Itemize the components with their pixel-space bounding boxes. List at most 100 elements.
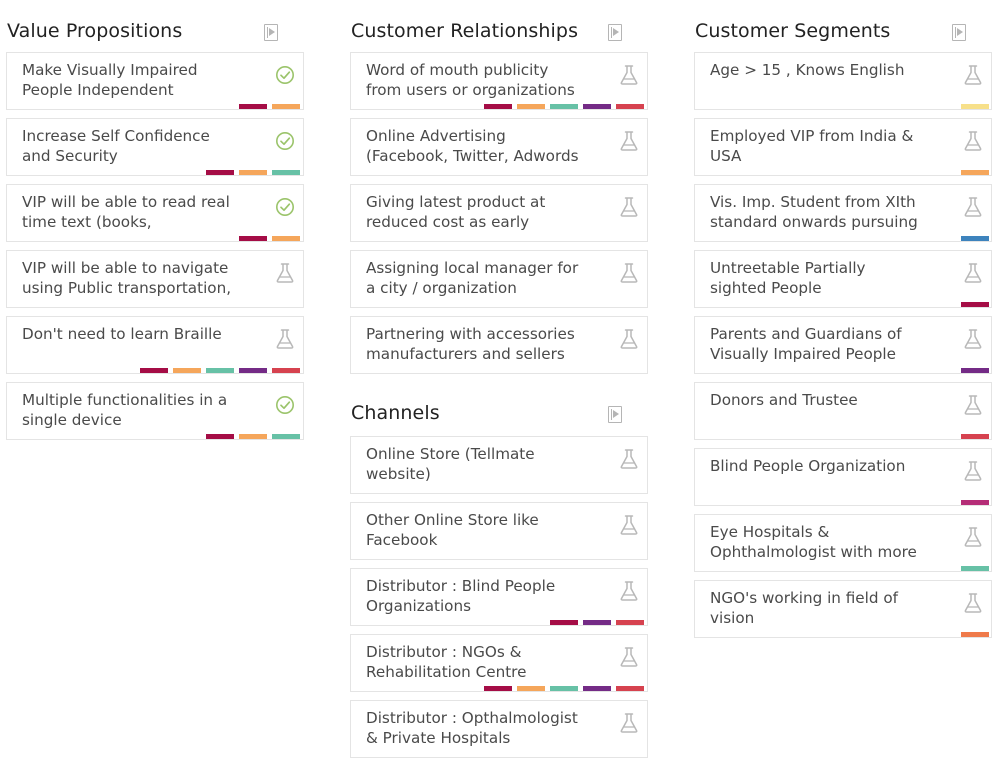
card[interactable]: VIP will be able to navigate using Publi… bbox=[6, 250, 304, 308]
flask-icon[interactable] bbox=[962, 195, 984, 219]
card-text: Online Advertising (Facebook, Twitter, A… bbox=[366, 127, 579, 164]
tag-crimson[interactable] bbox=[206, 434, 234, 439]
tag-purple[interactable] bbox=[961, 368, 989, 373]
video-file-icon[interactable] bbox=[608, 406, 622, 423]
tag-purple[interactable] bbox=[239, 368, 267, 373]
check-circle-icon[interactable] bbox=[274, 393, 296, 417]
card[interactable]: Age > 15 , Knows English bbox=[694, 52, 992, 110]
tag-crimson[interactable] bbox=[206, 170, 234, 175]
tag-orange[interactable] bbox=[517, 686, 545, 691]
card[interactable]: Parents and Guardians of Visually Impair… bbox=[694, 316, 992, 374]
tag-teal[interactable] bbox=[272, 434, 300, 439]
tag-orange[interactable] bbox=[173, 368, 201, 373]
tag-orange[interactable] bbox=[239, 170, 267, 175]
card[interactable]: Untreetable Partially sighted People bbox=[694, 250, 992, 308]
tag-orange[interactable] bbox=[517, 104, 545, 109]
card[interactable]: Employed VIP from India & USA bbox=[694, 118, 992, 176]
flask-icon[interactable] bbox=[618, 447, 640, 471]
tag-blue[interactable] bbox=[961, 236, 989, 241]
tag-yellow[interactable] bbox=[961, 104, 989, 109]
flask-icon[interactable] bbox=[618, 711, 640, 735]
tag-strip bbox=[961, 632, 989, 637]
tag-red[interactable] bbox=[272, 368, 300, 373]
flask-icon[interactable] bbox=[962, 525, 984, 549]
card[interactable]: Assigning local manager for a city / org… bbox=[350, 250, 648, 308]
tag-coral[interactable] bbox=[961, 632, 989, 637]
check-circle-icon[interactable] bbox=[274, 129, 296, 153]
tag-crimson[interactable] bbox=[550, 620, 578, 625]
flask-icon[interactable] bbox=[962, 261, 984, 285]
check-circle-icon[interactable] bbox=[274, 195, 296, 219]
card[interactable]: Giving latest product at reduced cost as… bbox=[350, 184, 648, 242]
tag-red[interactable] bbox=[616, 104, 644, 109]
card[interactable]: Blind People Organization bbox=[694, 448, 992, 506]
card-text: Employed VIP from India & USA bbox=[710, 127, 914, 164]
card[interactable]: Make Visually Impaired People Independen… bbox=[6, 52, 304, 110]
card[interactable]: Vis. Imp. Student from XIth standard onw… bbox=[694, 184, 992, 242]
tag-orange[interactable] bbox=[272, 236, 300, 241]
tag-teal[interactable] bbox=[206, 368, 234, 373]
flask-icon[interactable] bbox=[962, 327, 984, 351]
card[interactable]: Eye Hospitals & Ophthalmologist with mor… bbox=[694, 514, 992, 572]
flask-icon[interactable] bbox=[962, 393, 984, 417]
check-circle-icon[interactable] bbox=[274, 63, 296, 87]
tag-strip bbox=[961, 434, 989, 439]
tag-crimson[interactable] bbox=[140, 368, 168, 373]
card[interactable]: Distributor : Blind People Organizations bbox=[350, 568, 648, 626]
tag-orange[interactable] bbox=[239, 434, 267, 439]
tag-crimson[interactable] bbox=[239, 104, 267, 109]
card[interactable]: Distributor : Opthalmologist & Private H… bbox=[350, 700, 648, 758]
tag-teal[interactable] bbox=[550, 686, 578, 691]
card[interactable]: Other Online Store like Facebook bbox=[350, 502, 648, 560]
tag-crimson[interactable] bbox=[239, 236, 267, 241]
card[interactable]: Partnering with accessories manufacturer… bbox=[350, 316, 648, 374]
tag-crimson[interactable] bbox=[484, 104, 512, 109]
tag-orange[interactable] bbox=[272, 104, 300, 109]
card-text: Other Online Store like Facebook bbox=[366, 511, 539, 548]
tag-strip bbox=[140, 368, 300, 373]
flask-icon[interactable] bbox=[962, 63, 984, 87]
flask-icon[interactable] bbox=[962, 591, 984, 615]
card[interactable]: Word of mouth publicity from users or or… bbox=[350, 52, 648, 110]
tag-purple[interactable] bbox=[583, 686, 611, 691]
tag-red[interactable] bbox=[616, 620, 644, 625]
flask-icon[interactable] bbox=[274, 261, 296, 285]
card[interactable]: Donors and Trustee bbox=[694, 382, 992, 440]
card[interactable]: Don't need to learn Braille bbox=[6, 316, 304, 374]
card[interactable]: Increase Self Confidence and Security bbox=[6, 118, 304, 176]
tag-orange[interactable] bbox=[961, 170, 989, 175]
tag-purple[interactable] bbox=[583, 620, 611, 625]
card[interactable]: NGO's working in field of vision bbox=[694, 580, 992, 638]
flask-icon[interactable] bbox=[618, 129, 640, 153]
channels-list: Online Store (Tellmate website) Other Onl… bbox=[350, 436, 648, 758]
video-file-icon[interactable] bbox=[608, 24, 622, 41]
tag-red[interactable] bbox=[616, 686, 644, 691]
flask-icon[interactable] bbox=[618, 645, 640, 669]
flask-icon[interactable] bbox=[618, 513, 640, 537]
flask-icon[interactable] bbox=[618, 327, 640, 351]
card[interactable]: Online Advertising (Facebook, Twitter, A… bbox=[350, 118, 648, 176]
card[interactable]: Distributor : NGOs & Rehabilitation Cent… bbox=[350, 634, 648, 692]
video-file-icon[interactable] bbox=[264, 24, 278, 41]
card-text: Parents and Guardians of Visually Impair… bbox=[710, 325, 902, 362]
tag-teal[interactable] bbox=[550, 104, 578, 109]
flask-icon[interactable] bbox=[274, 327, 296, 351]
tag-magenta[interactable] bbox=[961, 500, 989, 505]
card-text: VIP will be able to navigate using Publi… bbox=[22, 259, 232, 296]
flask-icon[interactable] bbox=[618, 63, 640, 87]
video-file-icon[interactable] bbox=[952, 24, 966, 41]
flask-icon[interactable] bbox=[618, 579, 640, 603]
flask-icon[interactable] bbox=[962, 459, 984, 483]
tag-crimson[interactable] bbox=[961, 302, 989, 307]
tag-purple[interactable] bbox=[583, 104, 611, 109]
tag-crimson[interactable] bbox=[484, 686, 512, 691]
flask-icon[interactable] bbox=[962, 129, 984, 153]
flask-icon[interactable] bbox=[618, 195, 640, 219]
card[interactable]: VIP will be able to read real time text … bbox=[6, 184, 304, 242]
tag-teal[interactable] bbox=[961, 566, 989, 571]
flask-icon[interactable] bbox=[618, 261, 640, 285]
tag-red[interactable] bbox=[961, 434, 989, 439]
card[interactable]: Online Store (Tellmate website) bbox=[350, 436, 648, 494]
tag-teal[interactable] bbox=[272, 170, 300, 175]
card[interactable]: Multiple functionalities in a single dev… bbox=[6, 382, 304, 440]
